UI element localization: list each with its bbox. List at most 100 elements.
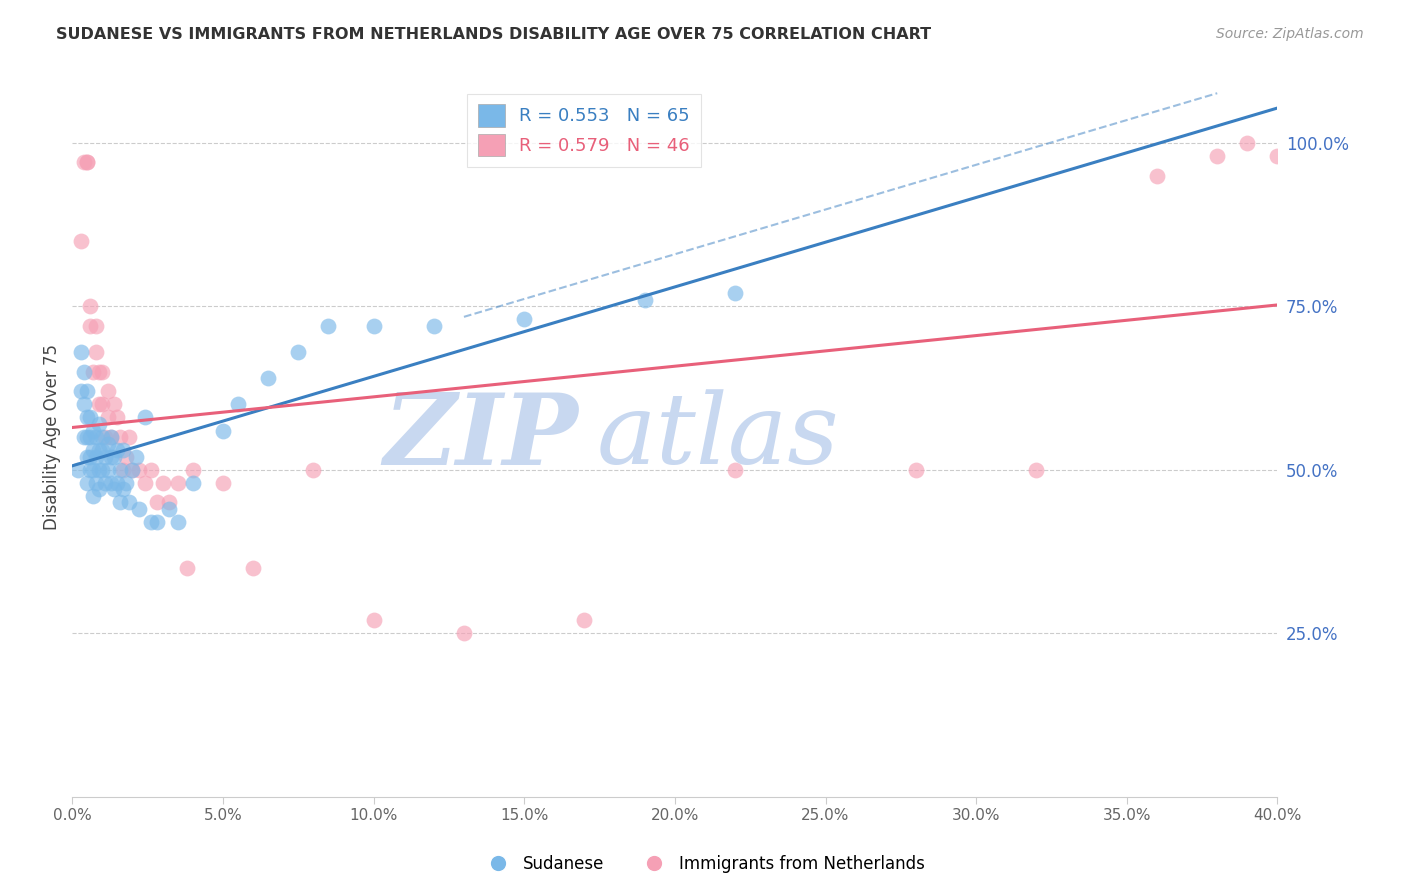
Point: [70, 234, 93, 248]
Point: [76, 384, 98, 399]
Point: [363, 613, 385, 627]
Point: [91, 397, 114, 411]
Point: [724, 286, 747, 301]
Point: [89, 443, 111, 458]
Point: [139, 463, 162, 477]
Point: [89, 417, 111, 431]
Point: [176, 561, 198, 575]
Point: [212, 424, 235, 438]
Point: [513, 312, 536, 326]
Point: [91, 443, 114, 458]
Point: [1146, 169, 1168, 183]
Point: [145, 495, 167, 509]
Point: [100, 475, 122, 490]
Point: [89, 463, 111, 477]
Point: [103, 397, 125, 411]
Point: [453, 626, 475, 640]
Point: [73, 365, 96, 379]
Point: [91, 365, 114, 379]
Point: [76, 430, 98, 444]
Legend: Sudanese, Immigrants from Netherlands: Sudanese, Immigrants from Netherlands: [474, 848, 932, 880]
Point: [94, 450, 117, 464]
Point: [97, 463, 120, 477]
Point: [115, 450, 138, 464]
Point: [181, 463, 204, 477]
Point: [115, 475, 138, 490]
Point: [128, 502, 150, 516]
Point: [86, 450, 108, 464]
Point: [110, 463, 132, 477]
Point: [82, 424, 104, 438]
Point: [76, 155, 98, 169]
Point: [157, 495, 180, 509]
Point: [110, 495, 132, 509]
Point: [118, 430, 141, 444]
Point: [145, 515, 167, 529]
Legend: R = 0.553   N = 65, R = 0.579   N = 46: R = 0.553 N = 65, R = 0.579 N = 46: [467, 94, 700, 167]
Point: [107, 410, 129, 425]
Point: [574, 613, 596, 627]
Point: [139, 515, 162, 529]
Point: [91, 463, 114, 477]
Point: [82, 463, 104, 477]
Point: [118, 495, 141, 509]
Point: [121, 463, 143, 477]
Point: [634, 293, 657, 307]
Point: [79, 410, 101, 425]
Text: atlas: atlas: [596, 390, 839, 484]
Point: [166, 515, 188, 529]
Point: [121, 463, 143, 477]
Point: [724, 463, 747, 477]
Text: Source: ZipAtlas.com: Source: ZipAtlas.com: [1216, 27, 1364, 41]
Point: [76, 475, 98, 490]
Point: [110, 430, 132, 444]
Point: [86, 318, 108, 333]
Point: [257, 371, 280, 385]
Point: [97, 384, 120, 399]
Point: [79, 299, 101, 313]
Point: [287, 345, 309, 359]
Point: [157, 502, 180, 516]
Point: [112, 443, 135, 458]
Text: SUDANESE VS IMMIGRANTS FROM NETHERLANDS DISABILITY AGE OVER 75 CORRELATION CHART: SUDANESE VS IMMIGRANTS FROM NETHERLANDS …: [56, 27, 931, 42]
Point: [97, 410, 120, 425]
Point: [1236, 136, 1258, 150]
Point: [112, 483, 135, 497]
Point: [166, 475, 188, 490]
Point: [79, 318, 101, 333]
Point: [107, 443, 129, 458]
Point: [94, 475, 117, 490]
Point: [70, 384, 93, 399]
Point: [226, 397, 249, 411]
Point: [1206, 149, 1229, 163]
Point: [86, 430, 108, 444]
Point: [79, 430, 101, 444]
Point: [73, 397, 96, 411]
Point: [103, 483, 125, 497]
Point: [89, 365, 111, 379]
Point: [212, 475, 235, 490]
Point: [363, 318, 385, 333]
Point: [79, 450, 101, 464]
Point: [124, 450, 146, 464]
Point: [70, 345, 93, 359]
Point: [76, 410, 98, 425]
Point: [86, 475, 108, 490]
Point: [1267, 149, 1289, 163]
Point: [423, 318, 446, 333]
Point: [904, 463, 927, 477]
Point: [82, 489, 104, 503]
Point: [302, 463, 325, 477]
Point: [100, 450, 122, 464]
Point: [82, 365, 104, 379]
Point: [318, 318, 340, 333]
Point: [82, 443, 104, 458]
Point: [86, 345, 108, 359]
Point: [134, 475, 156, 490]
Point: [128, 463, 150, 477]
Point: [67, 463, 90, 477]
Point: [73, 155, 96, 169]
Point: [134, 410, 156, 425]
Point: [76, 450, 98, 464]
Point: [103, 450, 125, 464]
